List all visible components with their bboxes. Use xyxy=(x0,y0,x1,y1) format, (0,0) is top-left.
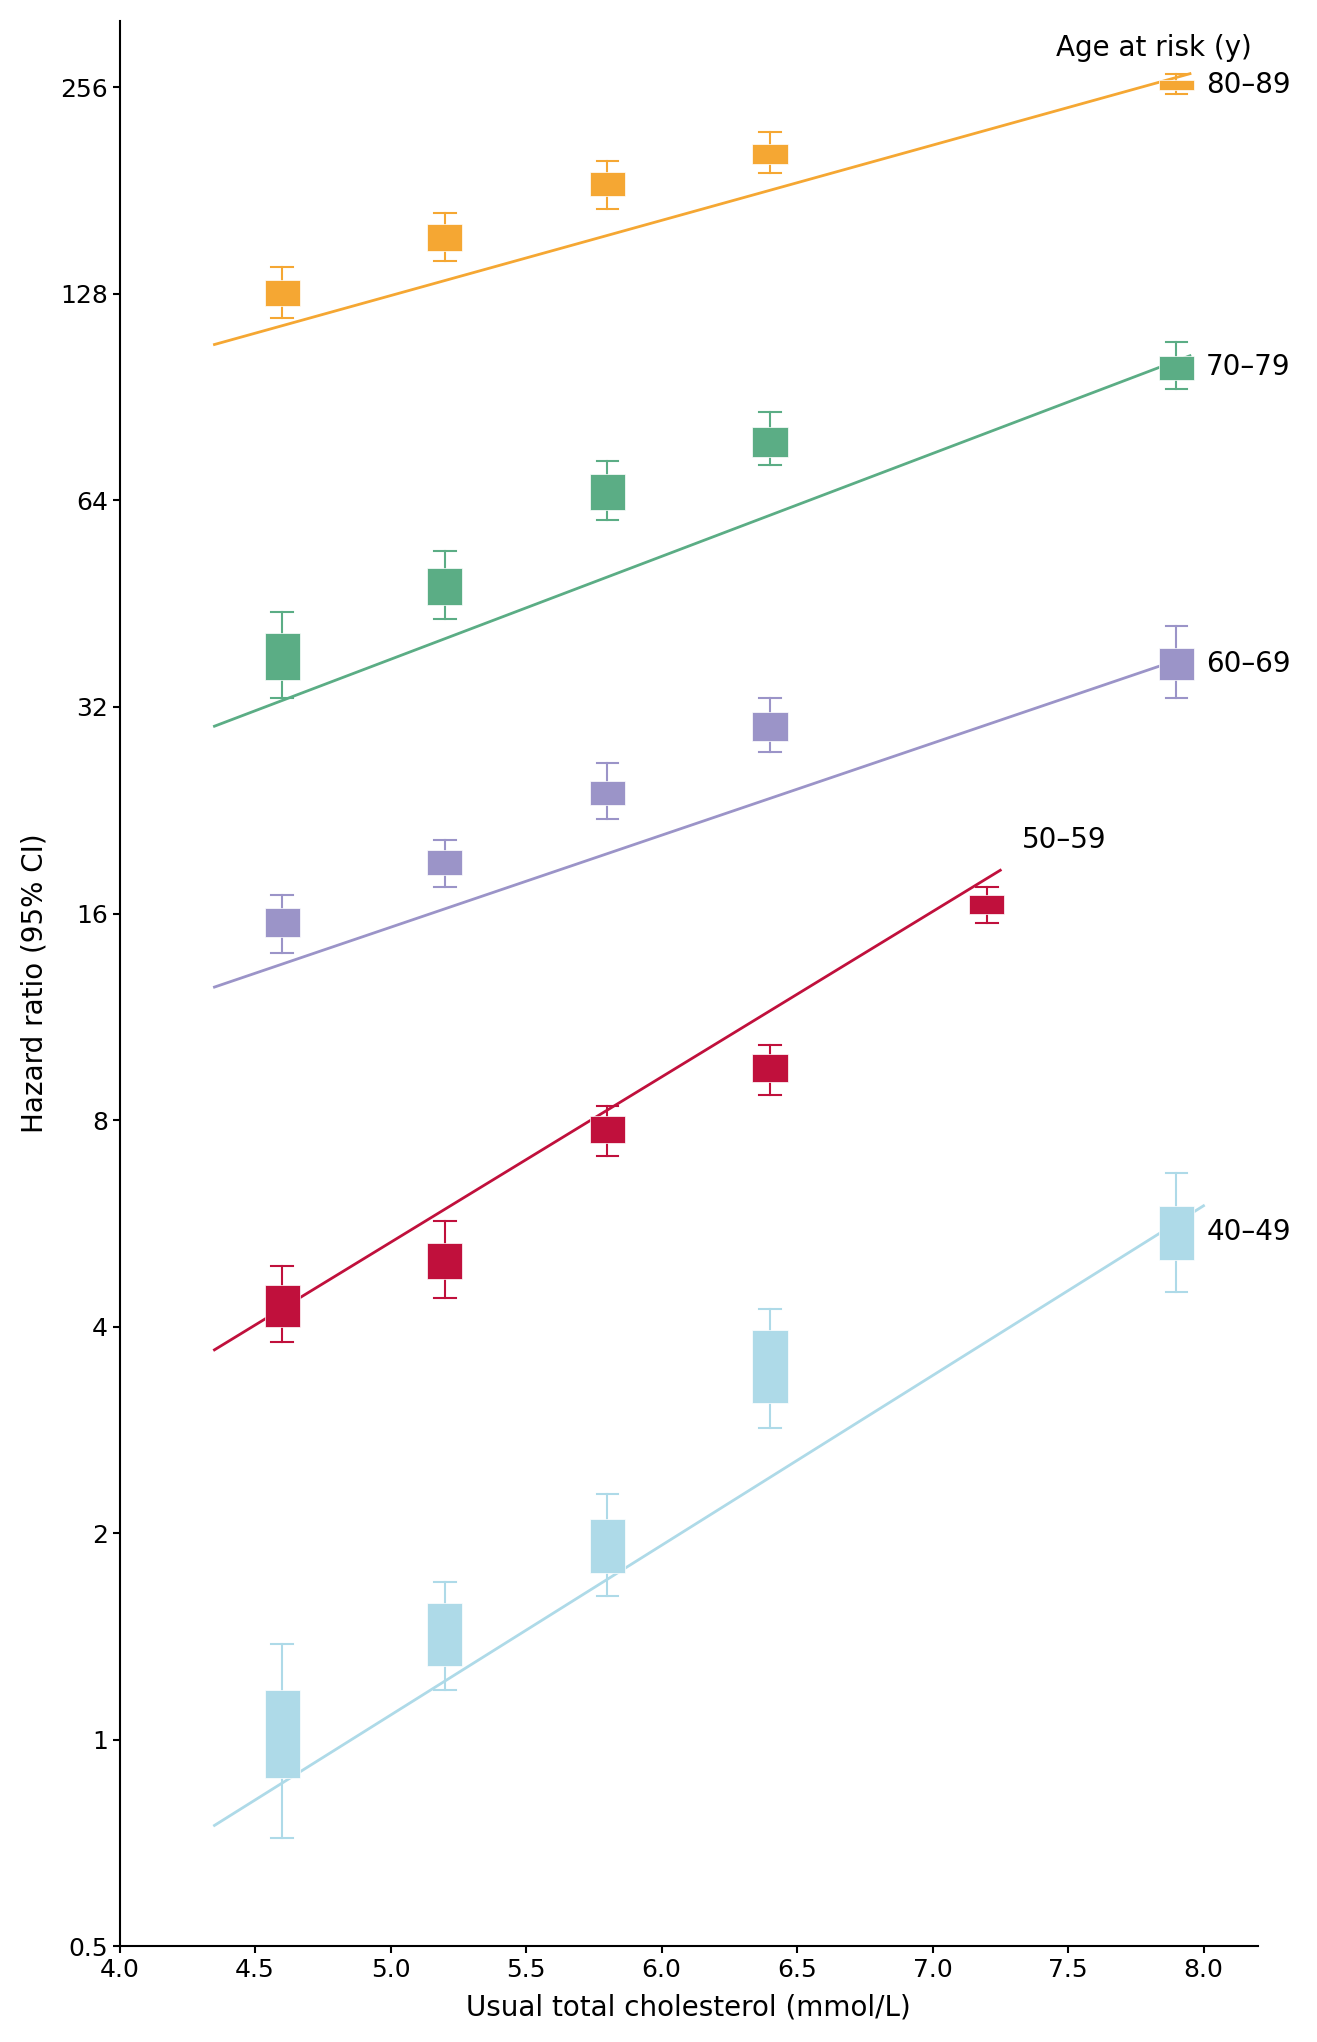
Text: 60–69: 60–69 xyxy=(1206,649,1291,678)
Text: 80–89: 80–89 xyxy=(1206,71,1291,98)
Bar xyxy=(752,713,788,741)
Bar xyxy=(590,172,626,196)
Text: 50–59: 50–59 xyxy=(1022,825,1106,854)
Bar xyxy=(265,280,300,306)
Bar xyxy=(752,1054,788,1082)
Bar xyxy=(427,568,462,604)
Bar xyxy=(427,1244,462,1278)
Bar xyxy=(969,896,1005,913)
Bar xyxy=(427,1603,462,1666)
Bar xyxy=(265,909,300,937)
Bar xyxy=(590,1519,626,1572)
Bar xyxy=(752,427,788,457)
Bar xyxy=(752,143,788,163)
Text: 70–79: 70–79 xyxy=(1206,353,1291,382)
Bar xyxy=(427,849,462,876)
Bar xyxy=(265,1284,300,1327)
Bar xyxy=(265,633,300,680)
Bar xyxy=(1159,80,1195,90)
Bar xyxy=(590,1117,626,1144)
Text: 40–49: 40–49 xyxy=(1206,1217,1291,1246)
Bar xyxy=(1159,1205,1195,1260)
Bar xyxy=(265,1691,300,1779)
Bar xyxy=(1159,355,1195,380)
Bar xyxy=(1159,647,1195,680)
Bar xyxy=(590,474,626,510)
Y-axis label: Hazard ratio (95% CI): Hazard ratio (95% CI) xyxy=(21,833,49,1133)
Bar xyxy=(752,1329,788,1403)
X-axis label: Usual total cholesterol (mmol/L): Usual total cholesterol (mmol/L) xyxy=(466,1993,911,2022)
Bar xyxy=(590,780,626,805)
Text: Age at risk (y): Age at risk (y) xyxy=(1056,35,1252,63)
Bar xyxy=(427,225,462,251)
